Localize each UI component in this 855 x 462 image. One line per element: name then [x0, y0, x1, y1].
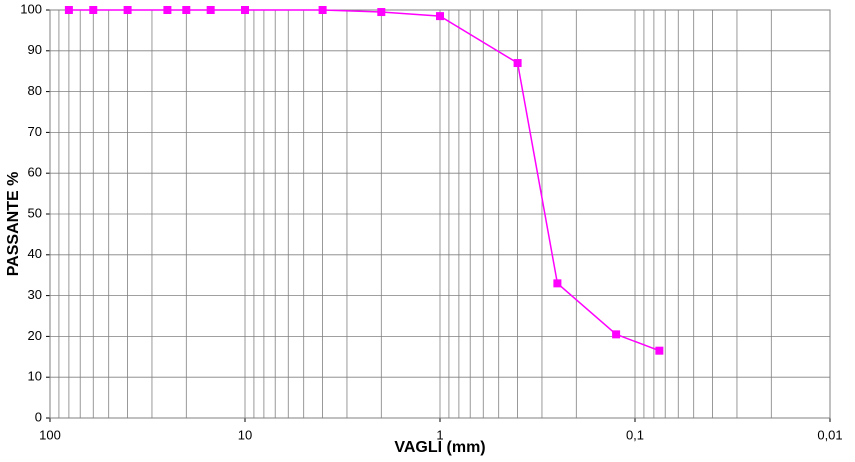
point-marker	[89, 6, 98, 14]
x-tick-label: 1	[436, 427, 443, 442]
y-tick-label: 20	[28, 328, 42, 343]
plot-border	[49, 9, 831, 419]
x-tick-label: 0,1	[626, 427, 644, 442]
point-marker	[553, 279, 562, 288]
y-tick-label: 0	[35, 409, 42, 424]
y-tick-label: 70	[28, 124, 42, 139]
point-marker	[206, 6, 215, 14]
point-marker	[182, 6, 191, 14]
y-tick-label: 30	[28, 287, 42, 302]
y-axis-title: PASSANTE %	[5, 172, 22, 277]
x-tick-label: 10	[238, 427, 252, 442]
series-line	[68, 9, 660, 352]
y-tick-label: 90	[28, 42, 42, 57]
point-marker	[64, 6, 73, 14]
x-tick-label: 0,01	[817, 427, 842, 442]
x-tick-label: 100	[39, 427, 61, 442]
point-marker	[123, 6, 132, 14]
y-tick-label: 80	[28, 83, 42, 98]
point-marker	[318, 6, 327, 14]
point-marker	[377, 8, 386, 17]
y-tick-label: 60	[28, 165, 42, 180]
y-tick-label: 40	[28, 246, 42, 261]
y-tick-label: 50	[28, 205, 42, 220]
point-marker	[241, 6, 249, 14]
point-marker	[163, 6, 172, 14]
point-marker	[436, 12, 444, 21]
point-marker	[612, 330, 621, 339]
x-axis-title: VAGLI (mm)	[394, 439, 485, 456]
point-marker	[513, 59, 522, 68]
point-marker	[655, 346, 664, 355]
y-tick-label: 10	[28, 369, 42, 384]
y-tick-label: 100	[20, 1, 42, 16]
